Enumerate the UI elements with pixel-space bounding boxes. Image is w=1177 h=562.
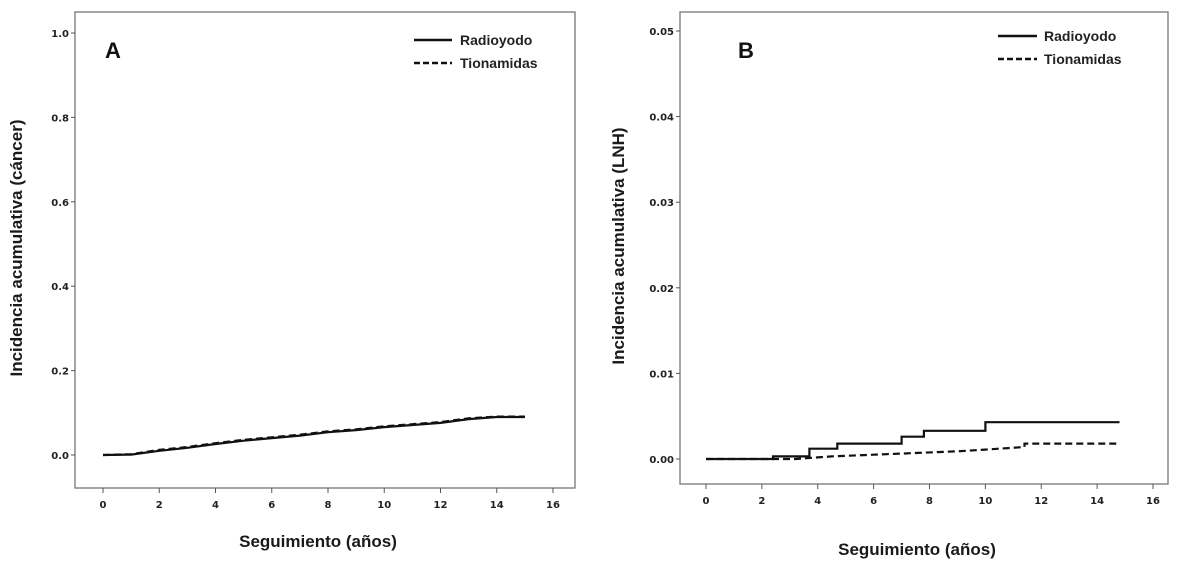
x-tick-label: 10: [978, 496, 992, 507]
y-axis-label: Incidencia acumulativa (LNH): [609, 127, 628, 364]
x-tick-label: 0: [100, 500, 107, 511]
legend-label-tionamidas: Tionamidas: [460, 55, 538, 71]
y-tick-label: 0.03: [649, 198, 674, 209]
y-tick-label: 0.0: [51, 451, 69, 462]
y-tick-label: 0.01: [649, 369, 674, 380]
x-axis-label: Seguimiento (años): [838, 540, 996, 559]
chart-panel-b: 0.00 0.01 0.02 0.03 0.04 0.05 0 2 4 6 8 10 12 14 16 Seg…: [609, 12, 1168, 559]
x-tick-label: 8: [926, 496, 933, 507]
x-tick-label: 16: [546, 500, 560, 511]
y-tick-label: 0.04: [649, 113, 674, 124]
x-tick-label: 12: [1034, 496, 1048, 507]
plot-frame: [680, 12, 1168, 484]
legend-label-tionamidas: Tionamidas: [1044, 51, 1122, 67]
x-tick-label: 16: [1146, 496, 1160, 507]
x-tick-label: 0: [703, 496, 710, 507]
panel-letter: A: [105, 38, 121, 63]
y-tick-label: 0.00: [649, 455, 674, 466]
y-axis-label: Incidencia acumulativa (cáncer): [7, 120, 26, 377]
legend-label-radioyodo: Radioyodo: [460, 32, 532, 48]
x-tick-label: 10: [377, 500, 391, 511]
y-tick-label: 0.8: [51, 113, 69, 124]
y-tick-label: 1.0: [51, 29, 69, 40]
x-tick-label: 8: [325, 500, 332, 511]
y-tick-label: 0.2: [51, 367, 69, 378]
panel-letter: B: [738, 38, 754, 63]
y-tick-label: 0.02: [649, 284, 674, 295]
x-tick-label: 4: [212, 500, 219, 511]
x-tick-label: 12: [434, 500, 448, 511]
x-tick-label: 14: [490, 500, 504, 511]
x-tick-label: 2: [758, 496, 765, 507]
y-tick-label: 0.05: [649, 27, 674, 38]
series-line-radioyodo: [103, 417, 525, 455]
y-tick-label: 0.6: [51, 198, 69, 209]
chart-panel-a: 0.0 0.2 0.4 0.6 0.8 1.0 0 2 4 6 8 10 12 14 16 Seguimien…: [7, 12, 575, 551]
x-tick-label: 4: [814, 496, 821, 507]
x-tick-label: 14: [1090, 496, 1104, 507]
legend-label-radioyodo: Radioyodo: [1044, 28, 1116, 44]
x-tick-label: 6: [268, 500, 275, 511]
series-line-radioyodo: [706, 422, 1120, 459]
x-axis-label: Seguimiento (años): [239, 532, 397, 551]
series-line-tionamidas: [706, 444, 1120, 459]
y-tick-label: 0.4: [51, 282, 69, 293]
x-tick-label: 6: [870, 496, 877, 507]
x-tick-label: 2: [156, 500, 163, 511]
